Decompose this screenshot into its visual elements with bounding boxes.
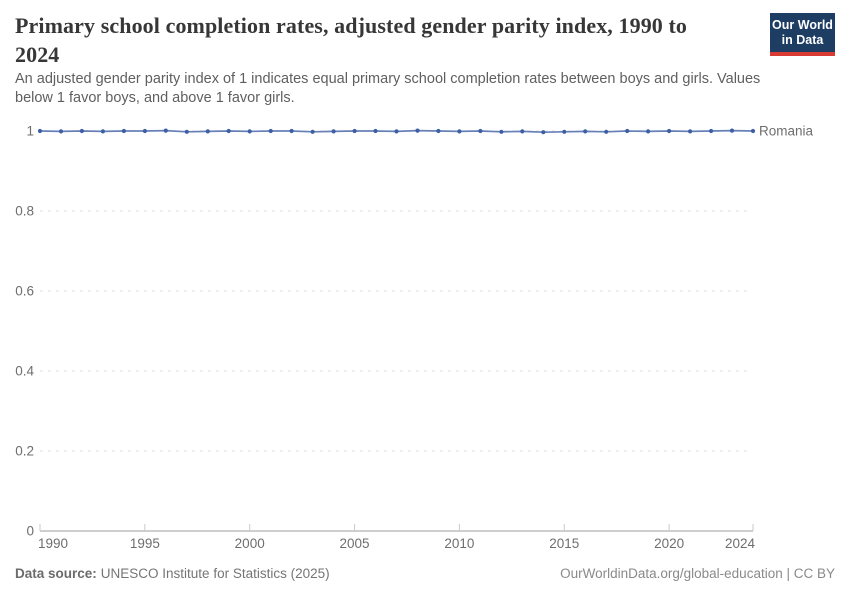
data-point[interactable] <box>646 129 651 134</box>
data-point[interactable] <box>205 129 210 134</box>
x-tick-label: 2010 <box>444 536 474 551</box>
data-point[interactable] <box>457 129 462 134</box>
data-point[interactable] <box>667 128 672 134</box>
x-tick-label: 1990 <box>38 536 68 551</box>
data-point[interactable] <box>100 129 105 134</box>
chart-footer: Data source: UNESCO Institute for Statist… <box>15 566 835 581</box>
x-tick-label: 2000 <box>235 536 265 551</box>
data-point[interactable] <box>310 129 315 134</box>
data-point[interactable] <box>709 128 714 134</box>
y-tick-label: 0.4 <box>15 364 34 379</box>
data-point[interactable] <box>478 128 483 134</box>
owid-logo[interactable]: Our World in Data <box>770 13 835 56</box>
x-tick-label: 2024 <box>725 536 756 551</box>
page-title: Primary school completion rates, adjuste… <box>15 13 688 67</box>
data-point[interactable] <box>58 129 64 134</box>
data-point[interactable] <box>79 128 84 134</box>
data-point[interactable] <box>562 129 567 134</box>
data-point[interactable] <box>499 129 504 134</box>
data-point[interactable] <box>142 128 147 134</box>
data-point[interactable] <box>373 128 378 134</box>
data-point[interactable] <box>268 128 273 134</box>
data-point[interactable] <box>604 129 609 134</box>
y-tick-label: 1 <box>26 124 34 139</box>
x-tick-label: 2015 <box>549 536 579 551</box>
data-point[interactable] <box>121 128 126 134</box>
data-point[interactable] <box>394 129 399 134</box>
x-tick-label: 1995 <box>130 536 160 551</box>
data-point[interactable] <box>37 128 43 134</box>
x-tick-label: 2005 <box>340 536 370 551</box>
data-point[interactable] <box>541 130 546 135</box>
owid-logo-line2: in Data <box>781 33 824 47</box>
owid-logo-line1: Our World <box>772 18 833 32</box>
series-label-romania[interactable]: Romania <box>759 124 814 139</box>
data-source-label: Data source: <box>15 566 97 581</box>
y-tick-label: 0.8 <box>15 204 34 219</box>
data-point[interactable] <box>750 128 756 134</box>
y-tick-label: 0.2 <box>15 444 34 459</box>
data-point[interactable] <box>415 128 420 133</box>
x-tick-label: 2020 <box>654 536 684 551</box>
data-point[interactable] <box>184 129 189 134</box>
data-source-text: UNESCO Institute for Statistics (2025) <box>100 566 330 581</box>
data-point[interactable] <box>583 129 588 134</box>
data-point[interactable] <box>688 129 693 134</box>
y-tick-label: 0.6 <box>15 284 34 299</box>
chart-subtitle: An adjusted gender parity index of 1 ind… <box>15 71 761 107</box>
data-point[interactable] <box>289 128 294 134</box>
license-link[interactable]: OurWorldinData.org/global-education | CC… <box>560 566 835 581</box>
y-tick-label: 0 <box>26 524 34 539</box>
data-point[interactable] <box>729 128 735 133</box>
data-source: Data source: UNESCO Institute for Statist… <box>15 566 330 581</box>
data-point[interactable] <box>625 128 630 134</box>
data-point[interactable] <box>163 128 168 133</box>
data-point[interactable] <box>520 129 525 134</box>
data-point[interactable] <box>331 129 336 134</box>
data-point[interactable] <box>352 128 357 134</box>
data-point[interactable] <box>247 129 252 134</box>
data-point[interactable] <box>226 128 231 134</box>
data-point[interactable] <box>436 128 441 134</box>
